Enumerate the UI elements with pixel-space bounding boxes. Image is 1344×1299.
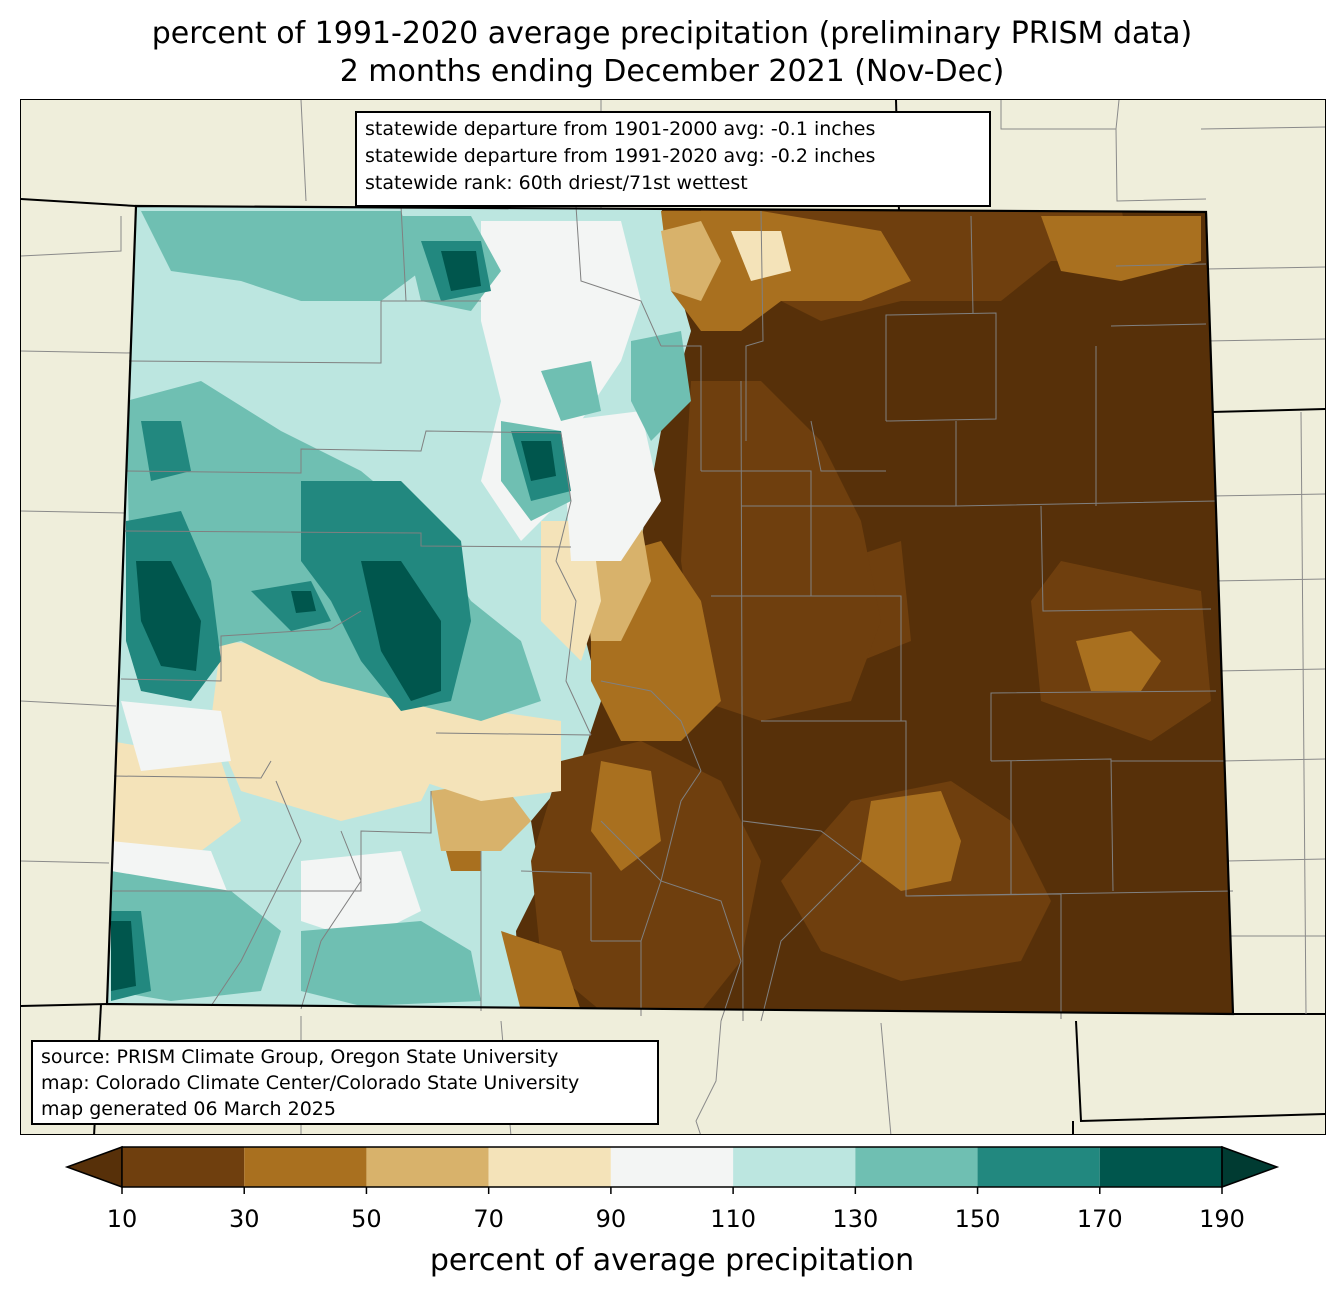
map-credit-line: map: Colorado Climate Center/Colorado St… (41, 1072, 580, 1094)
colorbar-tick-label: 110 (710, 1205, 757, 1233)
colorbar-tick-label: 170 (1076, 1205, 1123, 1233)
colorbar-tick-label: 50 (351, 1205, 382, 1233)
stats-departure-1901-2000: statewide departure from 1901-2000 avg: … (365, 118, 876, 140)
generated-date-line: map generated 06 March 2025 (41, 1098, 336, 1120)
map-title-line-2: 2 months ending December 2021 (Nov-Dec) (339, 54, 1005, 89)
colorbar-bin (1099, 1147, 1222, 1187)
colorbar-tick-label: 30 (228, 1205, 260, 1233)
map-title-line-1: percent of 1991-2020 average precipitati… (151, 16, 1193, 51)
colorbar (64, 1145, 1280, 1194)
colorbar-tick-label: 150 (954, 1205, 1001, 1233)
colorbar-under-arrow (64, 1145, 123, 1189)
colorbar-bin (855, 1147, 978, 1187)
colorbar-bin (977, 1147, 1100, 1187)
colorbar-bin (366, 1147, 489, 1187)
colorbar-bin (488, 1147, 611, 1187)
colorbar-tick-label: 90 (595, 1205, 627, 1233)
colorbar-bin (122, 1147, 245, 1187)
map-panel (20, 99, 1326, 1135)
source-line: source: PRISM Climate Group, Oregon Stat… (41, 1046, 559, 1068)
statewide-stats-box: statewide departure from 1901-2000 avg: … (355, 111, 991, 207)
colorbar-tick-label: 10 (106, 1205, 138, 1233)
colorbar-bin (244, 1147, 367, 1187)
colorbar-bin (733, 1147, 856, 1187)
colorbar-over-arrow (1221, 1145, 1280, 1189)
colorbar-tick-label: 130 (832, 1205, 879, 1233)
colorado-county-lines (113, 205, 1234, 1022)
source-credit-box: source: PRISM Climate Group, Oregon Stat… (31, 1040, 659, 1125)
colorbar-tick-label: 190 (1199, 1205, 1245, 1233)
stats-rank: statewide rank: 60th driest/71st wettest (365, 172, 748, 194)
stats-departure-1991-2020: statewide departure from 1991-2020 avg: … (365, 145, 876, 167)
colorado-precip-field (107, 206, 1233, 1014)
colorbar-label: percent of average precipitation (429, 1243, 915, 1278)
colorbar-bin (610, 1147, 734, 1187)
precipitation-map (21, 100, 1325, 1134)
colorbar-outline (121, 1146, 1223, 1188)
neighbor-county-lines (21, 100, 1325, 1134)
colorbar-tick-label: 70 (473, 1205, 504, 1233)
colorado-state-border (105, 204, 1235, 1016)
